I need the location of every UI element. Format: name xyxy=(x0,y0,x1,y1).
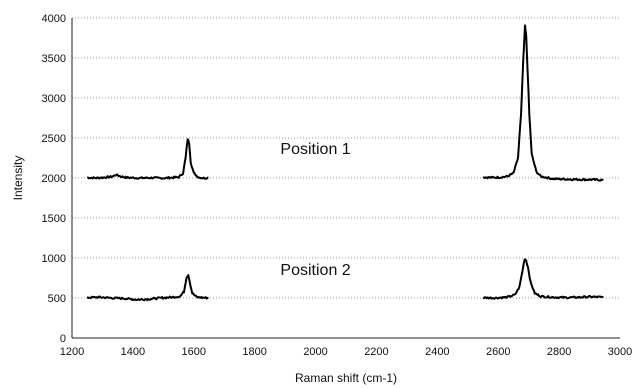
y-tick-label: 0 xyxy=(60,333,66,345)
y-tick-label: 4000 xyxy=(42,13,66,25)
x-tick-label: 1800 xyxy=(242,346,266,358)
y-tick-label: 1500 xyxy=(42,213,66,225)
x-tick-label: 2200 xyxy=(364,346,388,358)
x-tick-label: 1400 xyxy=(121,346,145,358)
y-tick-label: 2500 xyxy=(42,133,66,145)
x-tick-label: 2400 xyxy=(425,346,449,358)
y-tick-label: 1000 xyxy=(42,253,66,265)
y-tick-label: 3000 xyxy=(42,93,66,105)
y-tick-label: 500 xyxy=(48,293,66,305)
spectrum-line xyxy=(87,138,209,180)
x-tick-label: 1200 xyxy=(60,346,84,358)
spectrum-line xyxy=(86,274,209,302)
x-tick-label: 1600 xyxy=(182,346,206,358)
spectrum-line xyxy=(482,24,604,182)
x-tick-label: 2000 xyxy=(303,346,327,358)
y-tick-labels: 0 500 1000 1500 2000 2500 3000 3500 4000 xyxy=(42,13,66,345)
x-axis-title: Raman shift (cm-1) xyxy=(295,371,397,385)
y-tick-label: 3500 xyxy=(42,53,66,65)
axes xyxy=(71,18,620,339)
annotation-label: Position 1 xyxy=(280,141,350,158)
x-tick-label: 2800 xyxy=(547,346,571,358)
x-tick-labels: 1200 1400 1600 1800 2000 2200 2400 2600 2800 3000 xyxy=(60,346,632,358)
x-tick-label: 2600 xyxy=(486,346,510,358)
grid-lines xyxy=(72,17,620,299)
y-axis-title: Intensity xyxy=(11,156,25,201)
annotation-label: Position 2 xyxy=(280,262,350,279)
spectra xyxy=(86,24,604,302)
spectrum-line xyxy=(482,258,604,300)
annotations: Position 1 Position 2 xyxy=(280,141,350,279)
y-tick-label: 2000 xyxy=(42,173,66,185)
x-tick-label: 3000 xyxy=(608,346,632,358)
